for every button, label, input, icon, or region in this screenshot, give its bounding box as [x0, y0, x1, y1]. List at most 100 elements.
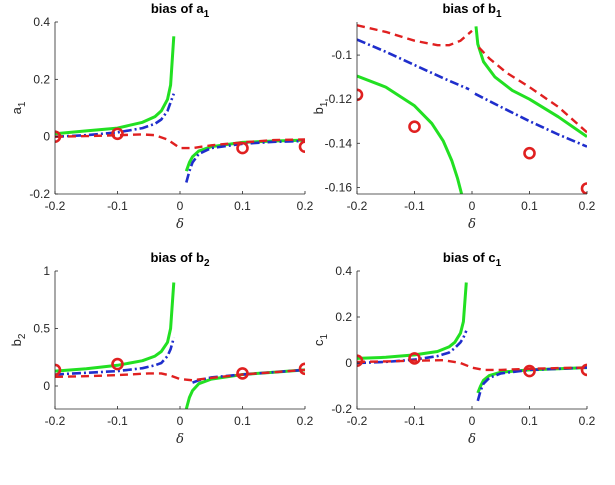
y-axis-label: c1: [311, 334, 330, 347]
series-line-dashed-0: [357, 24, 473, 47]
plot-area: [55, 36, 305, 183]
chart-title-text: bias of c: [443, 250, 496, 265]
chart-title: bias of a1: [151, 1, 210, 20]
plot-area: [55, 282, 305, 409]
y-axis-label: a1: [9, 101, 28, 114]
y-tick-label: 0.5: [33, 322, 50, 336]
data-point-marker: [55, 130, 62, 143]
data-point-marker: [357, 88, 364, 102]
y-tick-label: -0.12: [325, 92, 353, 106]
y-axis-label: b1: [311, 101, 330, 114]
y-axis-label-text: c: [311, 339, 326, 346]
y-axis-label-text: b: [9, 339, 24, 346]
series-line-solid-0: [55, 282, 176, 373]
series-line-solid-1: [474, 26, 587, 138]
data-point-marker: [580, 363, 587, 377]
chart-title: bias of b2: [150, 250, 209, 269]
y-tick-label: 0: [43, 379, 50, 393]
x-tick-label: -0.2: [347, 414, 368, 428]
data-point-marker: [523, 364, 536, 378]
data-point-marker: [236, 141, 249, 155]
x-tick-label: -0.2: [45, 414, 66, 428]
x-tick-label: 0.1: [234, 199, 251, 213]
y-axis-label-subscript: 1: [319, 101, 330, 107]
series-line-dashdot-1: [474, 92, 587, 148]
data-point-marker: [298, 140, 305, 153]
data-point-marker: [111, 357, 124, 371]
x-axis-label: δ: [468, 217, 476, 232]
y-axis-label: b2: [9, 333, 28, 346]
series-line-dashdot-0: [357, 330, 468, 365]
data-point-marker: [298, 362, 305, 376]
x-axis-label: δ: [176, 217, 184, 232]
chart-title-subscript: 1: [496, 258, 502, 269]
series-line-dashed-0: [357, 359, 587, 372]
y-tick-label: 0.4: [33, 15, 50, 29]
y-tick-label: 0.2: [335, 310, 352, 324]
x-tick-label: 0.2: [579, 414, 596, 428]
x-tick-label: -0.1: [404, 414, 425, 428]
panel-bias-b1: -0.2 -0.1 0 0.1 0.2 -0.16 -0.14 -0.12 -0.1 bias o…: [311, 1, 596, 232]
x-tick-label: 0.2: [579, 199, 596, 213]
chart-title-subscript: 1: [204, 9, 210, 20]
chart-title-text: bias of b: [150, 250, 204, 265]
y-tick-label: -0.16: [325, 180, 353, 194]
y-tick-label: 0: [345, 356, 352, 370]
series-line-solid-1: [476, 366, 587, 394]
x-tick-label: 0.1: [234, 414, 251, 428]
x-tick-label: 0: [469, 414, 476, 428]
series-line-dashed-1: [478, 46, 587, 134]
y-tick-label: 1: [43, 264, 50, 278]
x-tick-label: 0.2: [297, 199, 314, 213]
data-point-marker: [523, 146, 536, 160]
series-line-dashed-0: [55, 368, 305, 382]
x-tick-label: 0.1: [521, 199, 538, 213]
series-line-solid-0: [357, 74, 464, 194]
x-tick-label: -0.1: [107, 199, 128, 213]
x-axis-label: δ: [468, 432, 476, 447]
series-line-dashdot-0: [357, 38, 470, 91]
x-tick-label: -0.1: [107, 414, 128, 428]
chart-title-subscript: 1: [496, 9, 502, 20]
y-tick-label: -0.14: [325, 136, 353, 150]
chart-title-subscript: 2: [204, 258, 210, 269]
chart-title-text: bias of b: [442, 1, 496, 16]
y-tick-label: 0.4: [335, 264, 352, 278]
data-point-marker: [55, 363, 62, 377]
series-line-dashdot-1: [185, 139, 305, 183]
x-tick-label: 0: [469, 199, 476, 213]
data-point-marker: [580, 182, 587, 194]
series-line-dashdot-0: [55, 337, 176, 376]
y-tick-label: 0: [43, 130, 50, 144]
x-tick-label: 0: [177, 414, 184, 428]
plot-area: [357, 282, 587, 402]
chart-title: bias of b1: [442, 1, 501, 20]
y-tick-label: -0.1: [331, 48, 352, 62]
x-tick-label: 0.2: [297, 414, 314, 428]
y-axis-label-subscript: 1: [319, 334, 330, 340]
y-axis-label-subscript: 1: [17, 101, 28, 107]
y-axis-label-subscript: 2: [17, 333, 28, 339]
chart-title-text: bias of a: [151, 1, 205, 16]
x-tick-label: 0.1: [521, 414, 538, 428]
x-tick-label: 0: [177, 199, 184, 213]
x-axis-label: δ: [176, 432, 184, 447]
y-tick-label: -0.2: [29, 187, 50, 201]
data-point-marker: [236, 367, 249, 380]
y-axis-label-text: b: [311, 107, 326, 114]
data-point-marker: [111, 127, 124, 141]
x-tick-label: -0.2: [347, 199, 368, 213]
series-line-dashdot-0: [55, 93, 176, 138]
plot-area: [357, 24, 587, 194]
series-line-solid-0: [357, 282, 468, 360]
data-point-marker: [408, 352, 421, 365]
chart-title: bias of c1: [443, 250, 502, 269]
y-tick-label: -0.2: [331, 402, 352, 416]
x-tick-label: -0.1: [404, 199, 425, 213]
y-tick-label: 0.2: [33, 72, 50, 86]
data-point-marker: [408, 120, 421, 133]
